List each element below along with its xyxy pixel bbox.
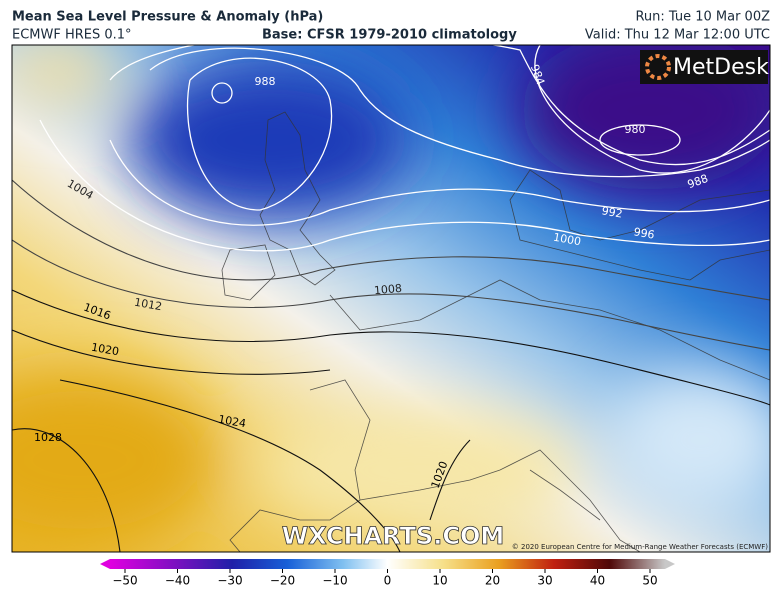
contour-label: 1012	[133, 296, 163, 314]
colorbar-tick-label: −30	[217, 574, 242, 588]
coastlines	[221, 111, 770, 552]
contour-label: 980	[625, 123, 646, 136]
map-frame	[11, 44, 771, 553]
colorbar-tick-label: 10	[432, 574, 447, 588]
copyright: © 2020 European Centre for Medium-Range …	[512, 543, 768, 551]
contours-low	[39, 45, 770, 252]
contour-label: 1008	[373, 282, 402, 297]
contour-label: 996	[633, 225, 656, 241]
colorbar-tick-label: −40	[165, 574, 190, 588]
contour-label: 1024	[217, 413, 247, 431]
colorbar-tick-label: 0	[384, 574, 392, 588]
contour-label: 992	[601, 204, 624, 220]
contour-label: 988	[255, 75, 276, 88]
contours-mid	[12, 179, 770, 351]
base: Base: CFSR 1979-2010 climatology	[262, 28, 517, 43]
logo-box	[640, 50, 768, 84]
colorbar-tick-label: −50	[112, 574, 137, 588]
colorbar-tick-label: 40	[590, 574, 605, 588]
colorbar-tick-label: 30	[537, 574, 552, 588]
contours-high	[12, 289, 770, 552]
title: Mean Sea Level Pressure & Anomaly (hPa)	[12, 10, 323, 25]
valid: Valid: Thu 12 Mar 12:00 UTC	[585, 28, 770, 43]
contour-label: 1000	[552, 231, 582, 249]
colorbar-tick-label: −20	[270, 574, 295, 588]
colorbar-tick-label: −10	[322, 574, 347, 588]
model: ECMWF HRES 0.1°	[12, 28, 132, 43]
colorbar-tick-label: 50	[642, 574, 657, 588]
watermark: WXCHARTS.COM	[282, 522, 504, 550]
map: MetDesk WXCHARTS.COM © 2020 European Cen…	[12, 45, 770, 552]
colorbar-max-arrow	[665, 559, 675, 569]
colorbar-tick-label: 20	[485, 574, 500, 588]
logo: MetDesk	[673, 55, 769, 80]
contour-label: 1028	[34, 431, 62, 444]
colorbar	[110, 559, 665, 569]
run: Run: Tue 10 Mar 00Z	[635, 10, 770, 25]
logo-icon	[645, 54, 671, 80]
colorbar-min-arrow	[100, 559, 110, 569]
contour-label: 1020	[90, 341, 120, 359]
